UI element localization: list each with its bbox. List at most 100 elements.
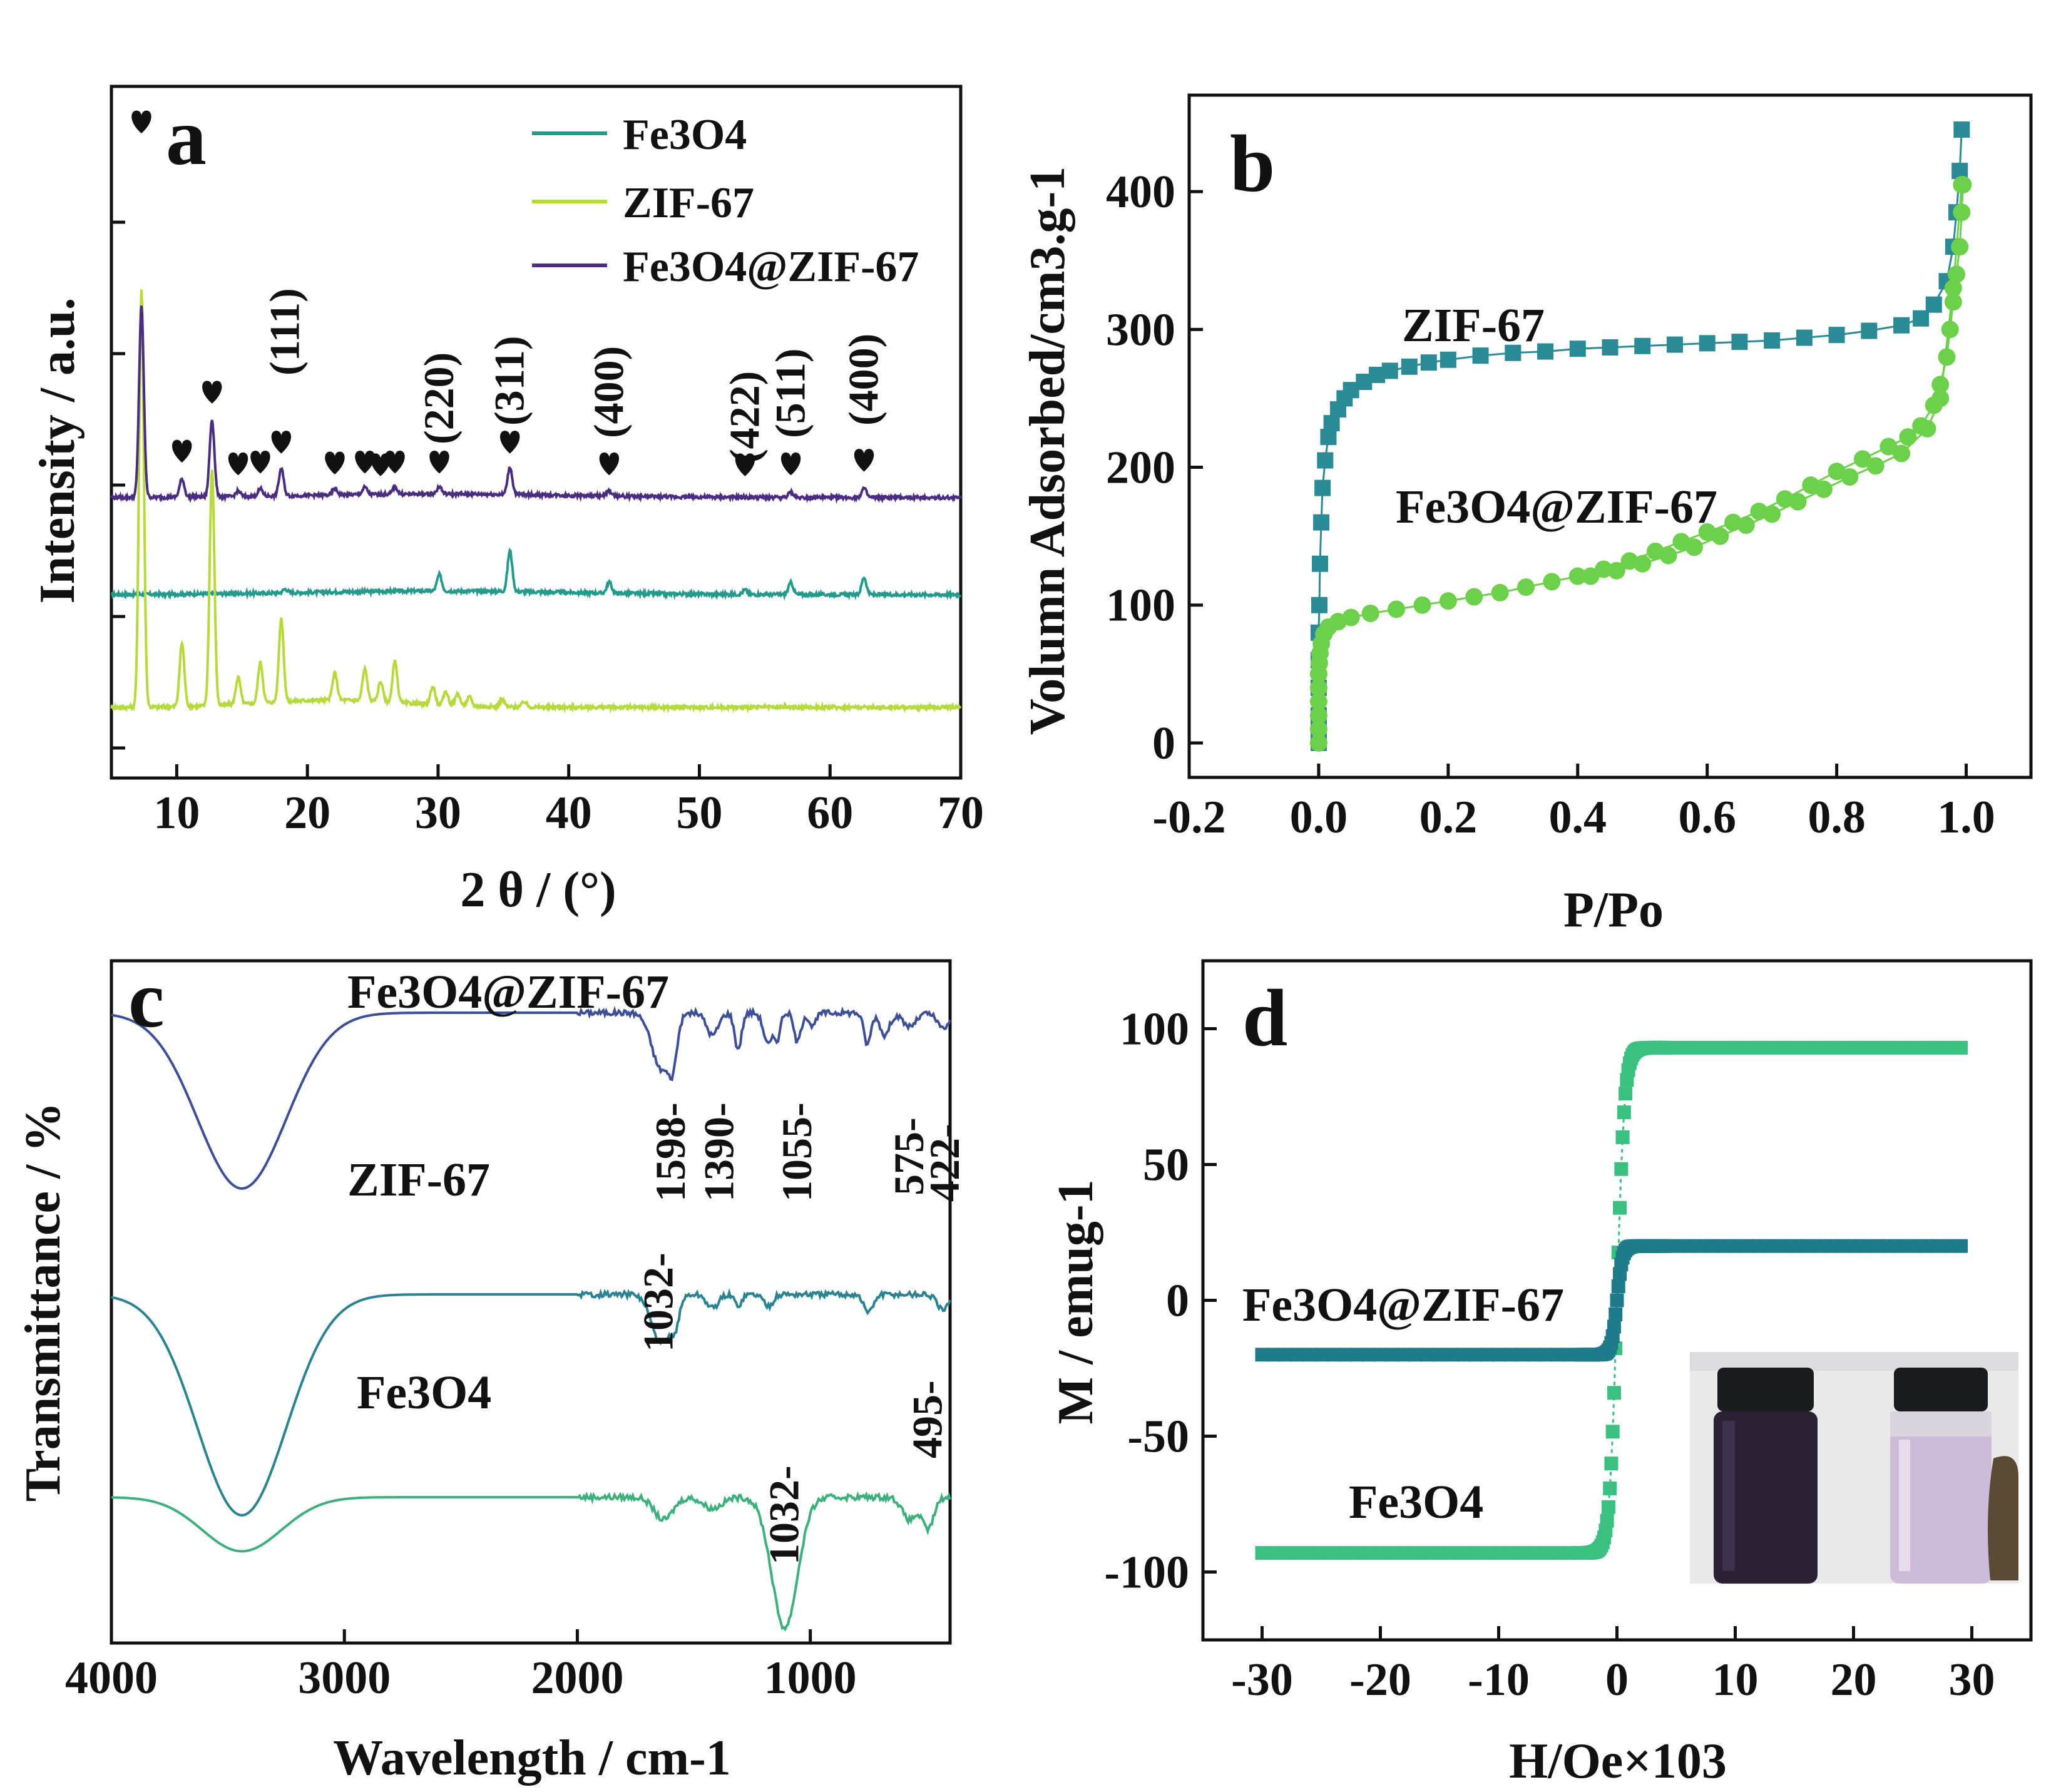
hysteresis-point	[1930, 1239, 1945, 1253]
isotherm-point-composite	[1944, 293, 1962, 311]
hysteresis-point	[1302, 1546, 1317, 1560]
hysteresis-point	[1503, 1348, 1518, 1362]
isotherm-point-zif67	[1861, 322, 1878, 339]
peak-marker	[172, 439, 192, 463]
hysteresis-point	[1361, 1546, 1376, 1560]
peak-marker	[599, 452, 620, 476]
hysteresis-point	[1291, 1546, 1305, 1560]
hysteresis-point	[1942, 1040, 1956, 1055]
hysteresis-point	[1515, 1546, 1530, 1560]
isotherm-point-composite	[1880, 438, 1898, 456]
hysteresis-point	[1800, 1239, 1814, 1253]
isotherm-point-zif67	[1764, 332, 1781, 349]
panel-b-ylabel: Volumn Adsorbed/cm3.g-1	[1020, 166, 1075, 735]
hysteresis-point	[1326, 1546, 1340, 1560]
hysteresis-point	[1776, 1040, 1791, 1055]
hysteresis-point	[1694, 1239, 1708, 1253]
hysteresis-point	[1255, 1348, 1269, 1362]
isotherm-point-composite	[1789, 493, 1807, 511]
hysteresis-point	[1954, 1239, 1968, 1253]
peak-marker	[854, 449, 874, 472]
isotherm-point-zif67	[1313, 514, 1330, 531]
hysteresis-point	[1848, 1239, 1862, 1253]
panel-b-xlabel: P/Po	[1563, 883, 1664, 938]
x-tick-label: 20	[1831, 1654, 1877, 1706]
annotation-hkl-5: (511)	[767, 348, 814, 438]
hysteresis-point	[1456, 1546, 1470, 1560]
isotherm-point-zif67	[1634, 337, 1651, 354]
hysteresis-point	[1906, 1040, 1921, 1055]
isotherm-point-composite	[1388, 600, 1406, 618]
legend-label-fe3o4: Fe3O4	[623, 111, 747, 159]
hysteresis-point	[1788, 1040, 1803, 1055]
hysteresis-point	[1291, 1348, 1305, 1362]
isotherm-point-composite	[1465, 588, 1483, 606]
annotation-hkl-4: (422)	[721, 371, 769, 463]
isotherm-point-composite	[1309, 692, 1327, 710]
isotherm-point-zif67	[1317, 452, 1334, 469]
isotherm-point-zif67	[1314, 479, 1331, 496]
panel-d-label-fe3o4: Fe3O4	[1349, 1476, 1483, 1528]
panel-d-label-composite: Fe3O4@ZIF-67	[1242, 1279, 1564, 1331]
hysteresis-point	[1752, 1040, 1767, 1055]
hysteresis-point	[1480, 1348, 1494, 1362]
isotherm-point-zif67	[1828, 327, 1845, 344]
x-tick-label: 0.6	[1678, 792, 1736, 843]
hysteresis-point	[1551, 1546, 1565, 1560]
hysteresis-point	[1603, 1481, 1617, 1495]
panel-c-ylabel: Transmittance / %	[16, 1102, 71, 1502]
isotherm-point-composite	[1931, 389, 1950, 407]
hysteresis-point	[1812, 1040, 1826, 1055]
hysteresis-point	[1694, 1040, 1708, 1055]
x-tick-label: -10	[1468, 1654, 1530, 1706]
isotherm-point-composite	[1899, 428, 1917, 446]
hysteresis-point	[1373, 1348, 1388, 1362]
isotherm-point-zif67	[1731, 334, 1748, 351]
peak-marker	[131, 110, 151, 133]
y-tick-label: 100	[1106, 580, 1175, 632]
isotherm-point-composite	[1918, 419, 1936, 438]
hysteresis-point	[1480, 1546, 1494, 1560]
vial-right-body	[1890, 1411, 1992, 1584]
isotherm-point-zif67	[1472, 347, 1489, 364]
hysteresis-point	[1918, 1239, 1933, 1253]
series-zif-67	[110, 289, 962, 714]
x-tick-label: 0	[1605, 1654, 1629, 1706]
panel-c-x-ticks: 4000 3000 2000 1000	[65, 1629, 857, 1704]
panel-b-label-zif67: ZIF-67	[1402, 299, 1545, 352]
peak-marker	[271, 431, 292, 454]
isotherm-point-composite	[1439, 592, 1457, 610]
hysteresis-point	[1824, 1239, 1838, 1253]
hysteresis-point	[1326, 1348, 1340, 1362]
x-tick-label: 2000	[531, 1652, 623, 1704]
panel-d-x-ticks: -30 -20 -10 0 10 20 30	[1231, 1626, 1995, 1706]
hysteresis-point	[1741, 1239, 1755, 1253]
hysteresis-point	[1930, 1040, 1945, 1055]
annotation-wavenumber-1: 1390-	[695, 1102, 743, 1202]
x-tick-label: 50	[676, 787, 722, 839]
isotherm-point-composite	[1634, 555, 1652, 573]
x-tick-label: 30	[415, 787, 461, 839]
vial-left-cap	[1717, 1368, 1814, 1411]
hysteresis-point	[1433, 1546, 1446, 1560]
hysteresis-point	[1871, 1239, 1885, 1253]
y-tick-label: 50	[1143, 1140, 1189, 1191]
isotherm-point-zif67	[1796, 329, 1813, 346]
isotherm-point-composite	[1659, 546, 1677, 565]
isotherm-point-composite	[1893, 444, 1911, 463]
panel-a-label: a	[166, 92, 207, 182]
hysteresis-point	[1349, 1348, 1364, 1362]
panel-a-left-minor-ticks	[111, 220, 125, 750]
hysteresis-point	[1942, 1239, 1956, 1253]
panel-d-xlabel: H/Oe×103	[1509, 1734, 1727, 1789]
panel-b-x-ticks: -0.2 0.0 0.2 0.4 0.6 0.8 1.0	[1152, 764, 1995, 843]
isotherm-point-zif67	[1401, 358, 1418, 375]
hysteresis-point	[1906, 1239, 1921, 1253]
isotherm-point-zif67	[1569, 340, 1586, 357]
isotherm-point-composite	[1737, 516, 1755, 535]
isotherm-point-composite	[1413, 596, 1431, 614]
isotherm-point-composite	[1938, 348, 1956, 366]
hysteresis-point	[1337, 1546, 1352, 1560]
hysteresis-point	[1337, 1348, 1352, 1362]
